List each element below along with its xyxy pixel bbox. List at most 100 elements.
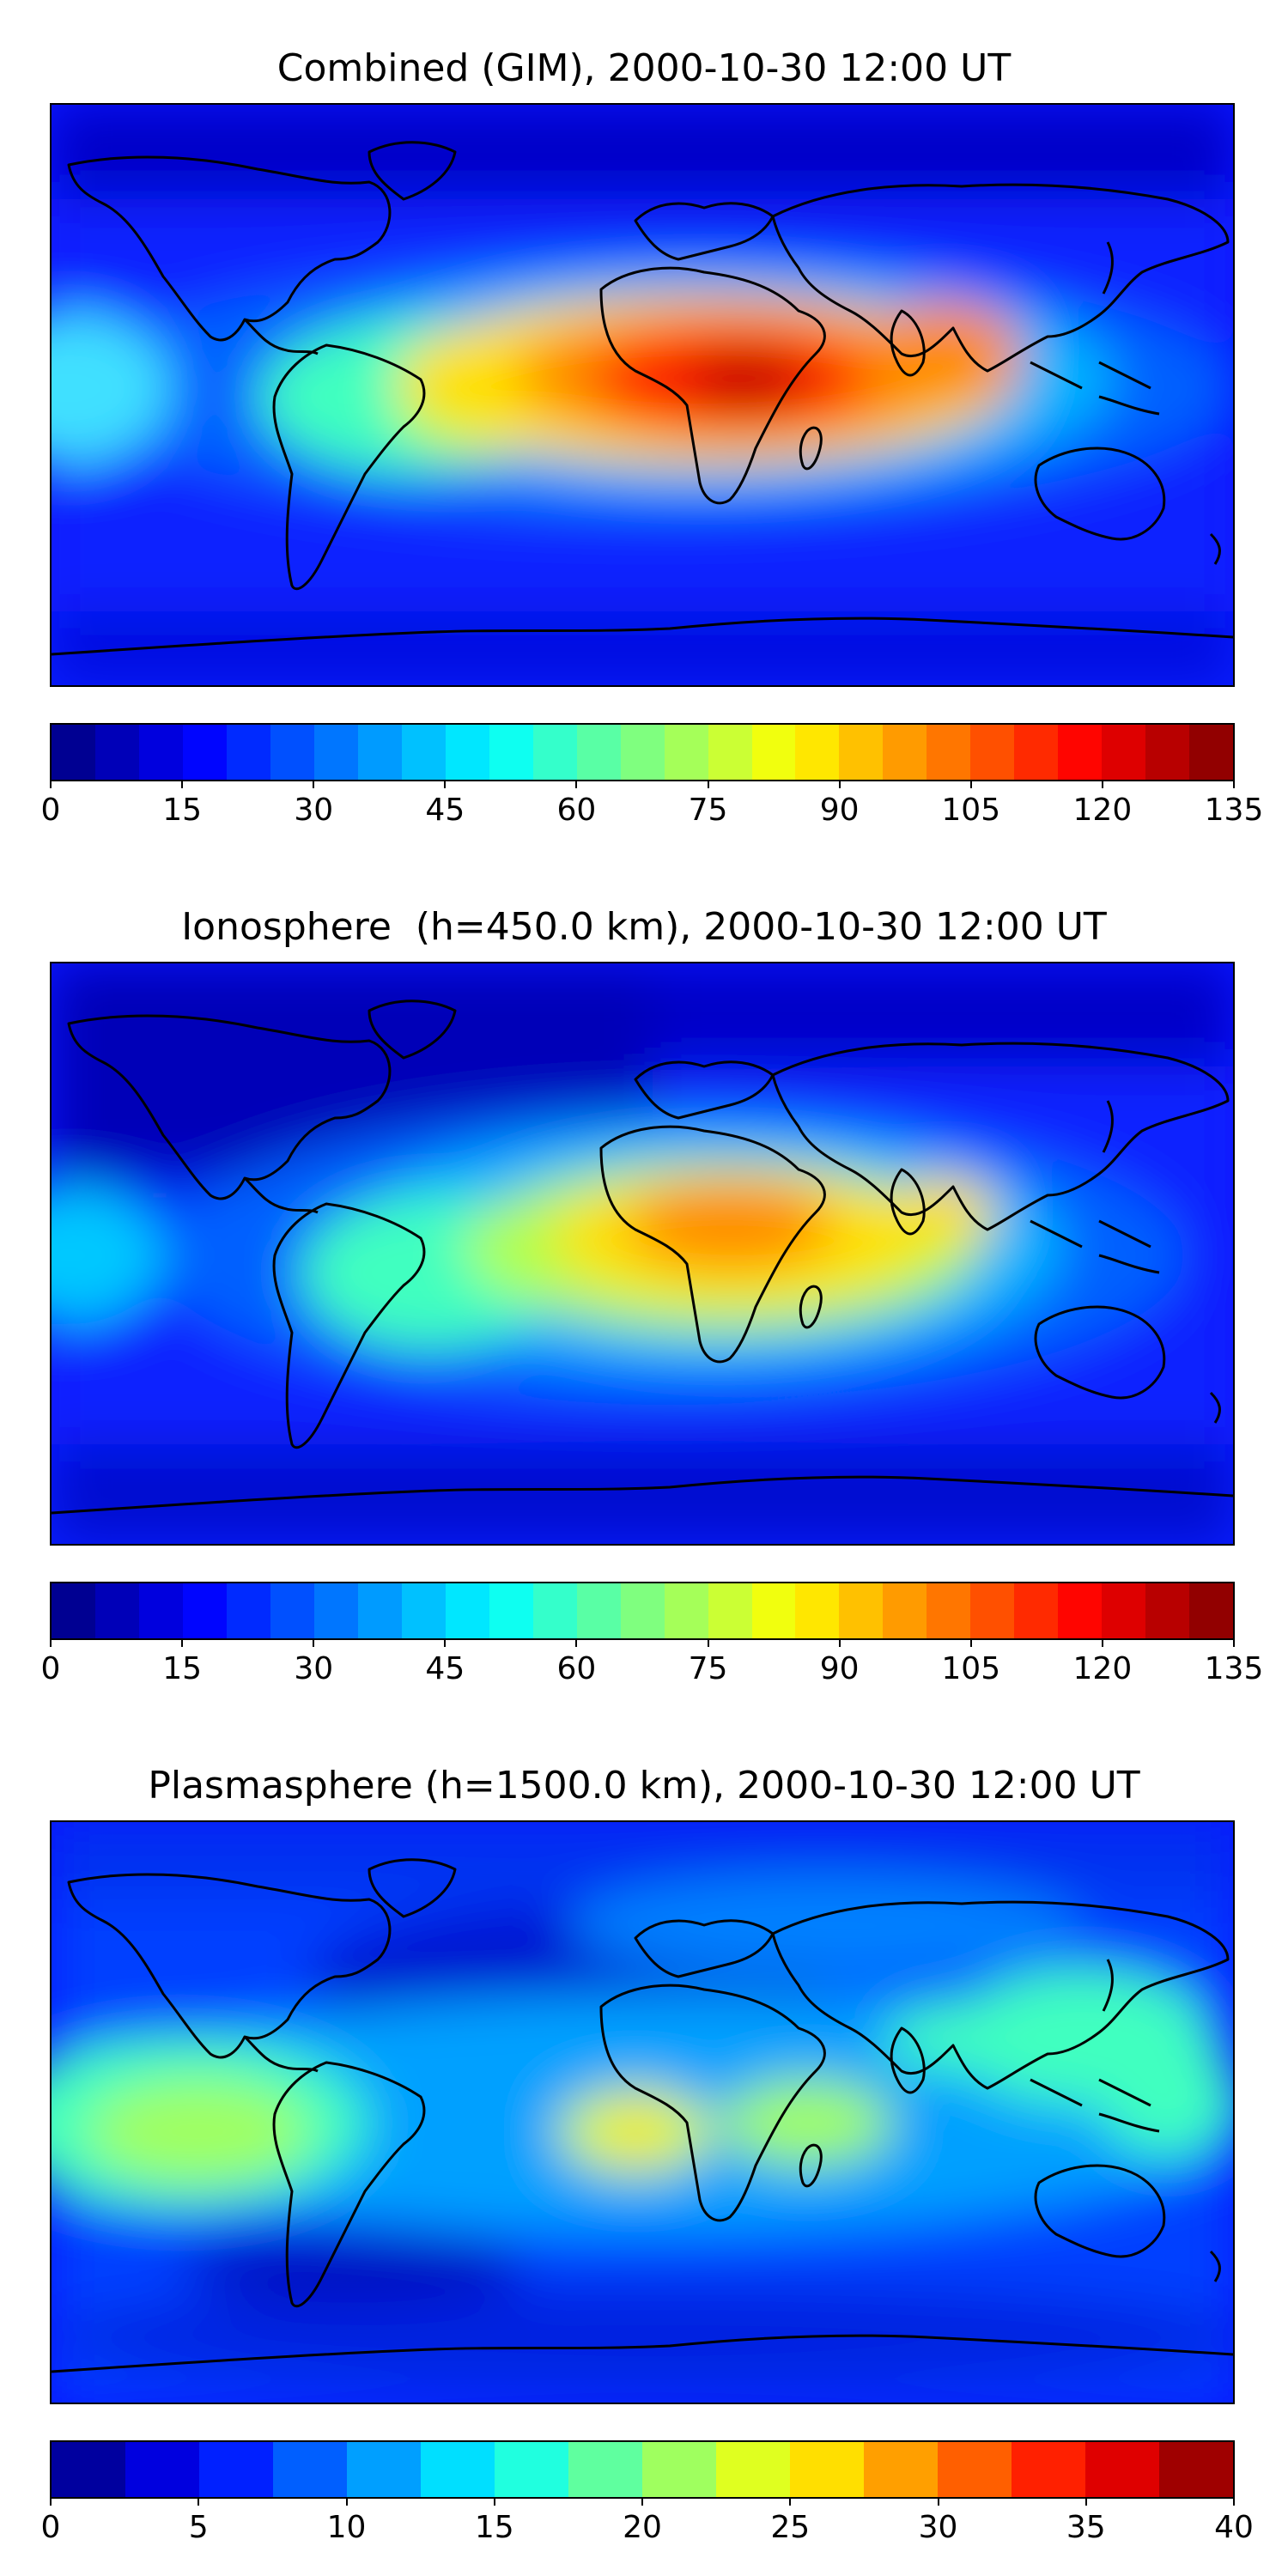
colorbar-tick xyxy=(181,780,184,788)
colorbar-segment xyxy=(927,1583,971,1638)
panel-1-map xyxy=(50,103,1235,687)
colorbar-tick xyxy=(1233,780,1235,788)
colorbar-tick-label: 0 xyxy=(40,1651,61,1686)
colorbar-segment xyxy=(1058,1583,1103,1638)
colorbar-segment xyxy=(795,725,840,780)
colorbar-segment xyxy=(1085,2442,1159,2497)
colorbar-segment xyxy=(927,725,971,780)
colorbar-tick-label: 40 xyxy=(1214,2510,1254,2545)
colorbar-tick-label: 105 xyxy=(941,1651,1001,1686)
panel-2-map-svg xyxy=(52,963,1233,1544)
panel-1-map-svg xyxy=(52,105,1233,685)
colorbar-tick xyxy=(707,1638,709,1647)
colorbar-segment xyxy=(357,725,402,780)
colorbar-tick xyxy=(444,780,447,788)
colorbar-segment xyxy=(52,725,95,780)
colorbar-segment xyxy=(1014,725,1059,780)
panel-2-colorbar xyxy=(50,1582,1235,1640)
colorbar-segment xyxy=(357,1583,402,1638)
colorbar-tick-label: 90 xyxy=(819,1651,860,1686)
colorbar-segment xyxy=(839,1583,884,1638)
colorbar-tick-label: 60 xyxy=(556,1651,597,1686)
colorbar-segment xyxy=(273,2442,347,2497)
panel-2-title: Ionosphere (h=450.0 km), 2000-10-30 12:0… xyxy=(181,905,1107,949)
colorbar-segment xyxy=(1145,725,1190,780)
colorbar-segment xyxy=(52,1583,95,1638)
colorbar-tick-label: 30 xyxy=(294,793,334,828)
colorbar-tick xyxy=(50,2497,52,2506)
colorbar-segment xyxy=(1159,2442,1233,2497)
colorbar-segment xyxy=(489,725,533,780)
colorbar-tick xyxy=(313,780,315,788)
colorbar-tick-label: 105 xyxy=(941,793,1001,828)
colorbar-tick-label: 90 xyxy=(819,793,860,828)
colorbar-segment xyxy=(138,1583,183,1638)
colorbar-tick-label: 10 xyxy=(326,2510,367,2545)
colorbar-segment xyxy=(883,1583,927,1638)
colorbar-tick-label: 30 xyxy=(294,1651,334,1686)
colorbar-segment xyxy=(620,1583,665,1638)
colorbar-segment xyxy=(125,2442,199,2497)
colorbar-tick xyxy=(838,780,841,788)
colorbar-tick-label: 20 xyxy=(623,2510,662,2545)
panel-3-field xyxy=(52,1822,1233,2403)
colorbar-tick-label: 15 xyxy=(474,2510,514,2545)
panel-3-title: Plasmasphere (h=1500.0 km), 2000-10-30 1… xyxy=(148,1764,1140,1807)
colorbar-segment xyxy=(1102,725,1146,780)
colorbar-tick-label: 15 xyxy=(162,793,203,828)
colorbar-tick-label: 0 xyxy=(40,793,61,828)
colorbar-segment xyxy=(1014,1583,1059,1638)
colorbar-tick-label: 45 xyxy=(425,793,465,828)
colorbar-segment xyxy=(970,725,1015,780)
colorbar-segment xyxy=(708,1583,752,1638)
colorbar-segment xyxy=(708,725,752,780)
colorbar-segment xyxy=(532,725,577,780)
colorbar-segment xyxy=(445,1583,489,1638)
panel-3-map xyxy=(50,1820,1235,2404)
colorbar-segment xyxy=(716,2442,790,2497)
colorbar-tick xyxy=(313,1638,315,1647)
colorbar-segment xyxy=(790,2442,864,2497)
colorbar-segment xyxy=(883,725,927,780)
colorbar-segment xyxy=(489,1583,533,1638)
colorbar-segment xyxy=(270,1583,314,1638)
colorbar-tick xyxy=(1084,2497,1087,2506)
colorbar-segment xyxy=(795,1583,840,1638)
colorbar-segment xyxy=(182,725,227,780)
colorbar-segment xyxy=(1102,1583,1146,1638)
panel-1-field xyxy=(52,105,1233,685)
colorbar-segment xyxy=(864,2442,938,2497)
colorbar-tick xyxy=(345,2497,348,2506)
colorbar-segment xyxy=(839,725,884,780)
colorbar-segment xyxy=(226,725,270,780)
panel-2-coastlines xyxy=(52,999,1233,1515)
colorbar-tick-label: 135 xyxy=(1204,1651,1264,1686)
colorbar-tick xyxy=(493,2497,495,2506)
colorbar-segment xyxy=(1189,1583,1234,1638)
colorbar-segment xyxy=(401,725,446,780)
colorbar-segment xyxy=(347,2442,421,2497)
colorbar-segment xyxy=(313,725,358,780)
colorbar-segment xyxy=(568,2442,642,2497)
colorbar-segment xyxy=(576,1583,621,1638)
colorbar-segment xyxy=(94,725,139,780)
colorbar-tick-label: 60 xyxy=(556,793,597,828)
colorbar-tick xyxy=(1101,1638,1103,1647)
colorbar-segment xyxy=(182,1583,227,1638)
colorbar-tick xyxy=(1233,1638,1235,1647)
colorbar-segment xyxy=(270,725,314,780)
colorbar-segment xyxy=(642,2442,716,2497)
colorbar-segment xyxy=(576,725,621,780)
colorbar-tick xyxy=(575,1638,578,1647)
colorbar-tick xyxy=(969,1638,972,1647)
panel-1-title: Combined (GIM), 2000-10-30 12:00 UT xyxy=(276,46,1012,90)
colorbar-tick xyxy=(789,2497,792,2506)
colorbar-tick xyxy=(575,780,578,788)
colorbar-tick-label: 0 xyxy=(40,2510,61,2545)
colorbar-tick xyxy=(181,1638,184,1647)
colorbar-segment xyxy=(664,1583,708,1638)
colorbar-tick xyxy=(1101,780,1103,788)
panel-2-map xyxy=(50,962,1235,1546)
colorbar-segment xyxy=(1012,2442,1085,2497)
colorbar-tick-label: 45 xyxy=(425,1651,465,1686)
